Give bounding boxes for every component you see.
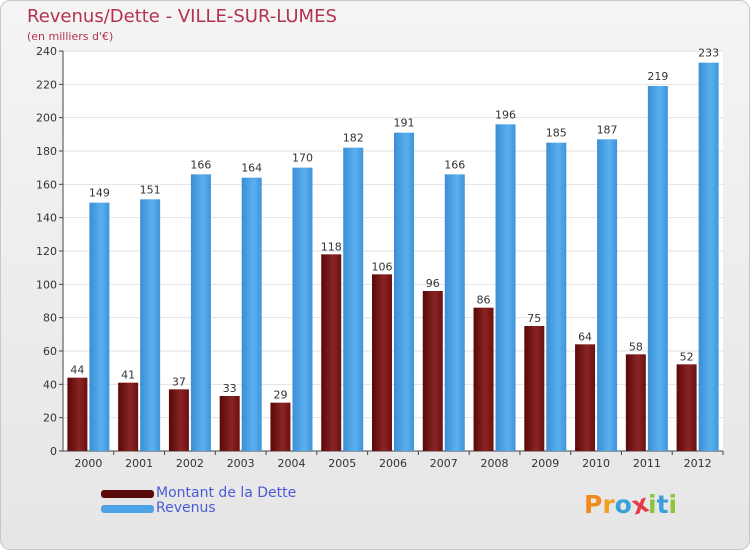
- bar-debt: [270, 402, 291, 451]
- bar-debt: [473, 307, 494, 451]
- x-tick-label: 2009: [531, 457, 559, 470]
- bar-debt-label: 118: [321, 240, 342, 253]
- bar-debt: [524, 326, 545, 451]
- bar-debt: [575, 344, 596, 451]
- bar-revenue-label: 151: [140, 183, 161, 196]
- bar-debt: [321, 254, 342, 451]
- logo-letter: i: [668, 490, 678, 519]
- x-tick-label: 2012: [684, 457, 712, 470]
- logo-letter: P: [584, 490, 603, 519]
- chart-subtitle: (en milliers d'€): [27, 30, 114, 43]
- y-tick-label: 240: [36, 45, 57, 58]
- bar-revenue: [546, 142, 567, 451]
- x-tick-label: 2007: [430, 457, 458, 470]
- bar-debt-label: 41: [121, 369, 135, 382]
- bar-debt: [219, 396, 240, 451]
- bar-debt: [422, 291, 443, 451]
- chart-title: Revenus/Dette - VILLE-SUR-LUMES: [27, 6, 337, 27]
- bar-revenue: [597, 139, 618, 452]
- logo-letter: o: [614, 490, 632, 519]
- bar-debt: [67, 377, 88, 451]
- y-tick-label: 180: [36, 145, 57, 158]
- bar-debt-label: 33: [223, 382, 237, 395]
- x-tick-label: 2010: [582, 457, 610, 470]
- bar-debt-label: 75: [527, 312, 541, 325]
- bar-revenue: [241, 177, 262, 451]
- bar-revenue-label: 196: [495, 108, 516, 121]
- bar-revenue: [190, 174, 211, 452]
- bar-revenue-label: 164: [241, 162, 262, 175]
- x-tick-label: 2000: [74, 457, 102, 470]
- legend-label-revenue: Revenus: [156, 500, 216, 516]
- bar-revenue: [698, 62, 719, 452]
- x-tick-label: 2006: [379, 457, 407, 470]
- x-tick-label: 2008: [481, 457, 509, 470]
- bar-revenue: [89, 202, 110, 451]
- bar-revenue-label: 191: [394, 117, 415, 130]
- bar-debt: [372, 274, 392, 451]
- bar-revenue-label: 182: [343, 132, 364, 145]
- y-tick-label: 60: [43, 345, 57, 358]
- bar-revenue: [343, 147, 364, 451]
- bar-revenue: [444, 174, 465, 452]
- bar-debt-label: 44: [70, 364, 84, 377]
- bar-revenue-label: 187: [597, 123, 618, 136]
- bar-revenue-label: 166: [190, 158, 211, 171]
- y-tick-label: 40: [43, 378, 57, 391]
- bar-debt-label: 96: [426, 277, 440, 290]
- bar-debt: [118, 382, 139, 451]
- bar-revenue-label: 166: [444, 158, 465, 171]
- y-tick-label: 200: [36, 112, 57, 125]
- bar-revenue-label: 149: [89, 187, 110, 200]
- bar-revenue: [495, 124, 516, 451]
- bar-debt-label: 29: [273, 389, 287, 402]
- bar-revenue-label: 219: [647, 70, 668, 83]
- y-tick-label: 80: [43, 312, 57, 325]
- y-tick-label: 100: [36, 278, 57, 291]
- bar-debt-label: 64: [578, 330, 592, 343]
- y-tick-label: 160: [36, 178, 57, 191]
- x-tick-label: 2004: [277, 457, 305, 470]
- bar-debt-label: 58: [629, 340, 643, 353]
- logo-letter: i: [648, 490, 657, 519]
- bar-revenue: [292, 167, 313, 451]
- x-tick-label: 2011: [633, 457, 661, 470]
- bar-revenue: [394, 132, 414, 451]
- bar-debt: [625, 354, 646, 451]
- bar-revenue: [140, 199, 161, 451]
- bar-debt-label: 37: [172, 375, 186, 388]
- logo-letter: t: [656, 490, 669, 519]
- y-tick-label: 20: [43, 412, 57, 425]
- bar-revenue: [647, 86, 668, 451]
- bar-debt-label: 86: [477, 294, 491, 307]
- logo-letter: r: [602, 490, 615, 519]
- x-tick-label: 2003: [227, 457, 255, 470]
- y-tick-label: 120: [36, 245, 57, 258]
- bar-debt-label: 106: [372, 260, 393, 273]
- x-tick-label: 2001: [125, 457, 153, 470]
- bar-debt: [168, 389, 189, 451]
- bar-debt-label: 52: [680, 350, 694, 363]
- bar-revenue-label: 185: [546, 127, 567, 140]
- legend-label-debt: Montant de la Dette: [156, 485, 297, 501]
- y-tick-label: 220: [36, 78, 57, 91]
- bar-debt: [676, 364, 697, 451]
- x-tick-label: 2005: [328, 457, 356, 470]
- legend-swatch-debt: [101, 490, 154, 498]
- bar-revenue-label: 170: [292, 152, 313, 165]
- legend-swatch-revenue: [101, 505, 154, 513]
- bar-revenue-label: 233: [698, 47, 719, 60]
- proxiti-logo: Proxiti: [584, 488, 678, 520]
- y-tick-label: 140: [36, 212, 57, 225]
- x-tick-label: 2002: [176, 457, 204, 470]
- y-tick-label: 0: [50, 445, 57, 458]
